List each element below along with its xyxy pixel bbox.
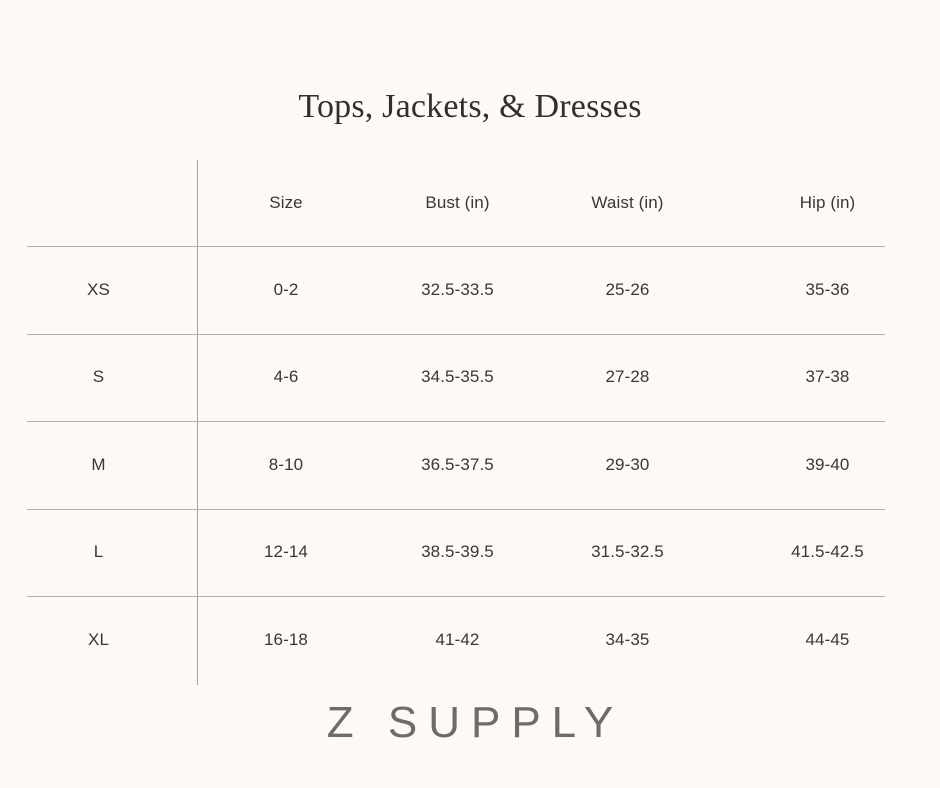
cell-size: 4-6 [273, 367, 299, 387]
cell-size: 16-18 [264, 629, 308, 649]
cell-hip: 44-45 [805, 629, 850, 649]
size-label: XL [88, 629, 109, 649]
cell-bust: 36.5-37.5 [421, 454, 494, 474]
cell-hip: 39-40 [805, 454, 850, 474]
table-row: M 8-10 36.5-37.5 29-30 39-40 [0, 421, 940, 509]
table-body: XS 0-2 32.5-33.5 25-26 35-36 S 4-6 34.5-… [0, 246, 940, 684]
column-header-waist: Waist (in) [591, 193, 664, 212]
cell-hip: 35-36 [805, 279, 850, 299]
rule-row-4 [27, 596, 885, 597]
size-table-container: Size Bust (in) Waist (in) Hip (in) XS 0-… [0, 160, 940, 685]
cell-bust: 41-42 [435, 629, 480, 649]
size-table: Size Bust (in) Waist (in) Hip (in) XS 0-… [0, 160, 940, 684]
cell-hip: 37-38 [805, 367, 850, 387]
table-row: S 4-6 34.5-35.5 27-28 37-38 [0, 334, 940, 422]
table-row: XS 0-2 32.5-33.5 25-26 35-36 [0, 246, 940, 334]
cell-waist: 29-30 [605, 454, 650, 474]
cell-size: 8-10 [268, 454, 304, 474]
column-divider [197, 160, 198, 685]
cell-waist: 31.5-32.5 [591, 542, 664, 562]
cell-bust: 38.5-39.5 [421, 542, 494, 562]
size-label: M [91, 454, 106, 474]
cell-waist: 34-35 [605, 629, 650, 649]
rule-row-1 [27, 333, 885, 335]
rule-row-3 [27, 508, 885, 510]
size-label: L [93, 542, 104, 562]
cell-size: 0-2 [273, 279, 299, 299]
cell-waist: 25-26 [605, 279, 650, 299]
size-label: XS [87, 279, 110, 299]
column-header-bust: Bust (in) [425, 193, 490, 212]
cell-size: 12-14 [264, 542, 308, 562]
rule-header-bottom [27, 246, 885, 247]
rule-row-2 [27, 421, 885, 422]
cell-waist: 27-28 [605, 367, 650, 387]
cell-bust: 32.5-33.5 [421, 279, 494, 299]
cell-bust: 34.5-35.5 [421, 367, 494, 387]
page-title: Tops, Jackets, & Dresses [298, 88, 642, 125]
cell-hip: 41.5-42.5 [791, 542, 864, 562]
table-header: Size Bust (in) Waist (in) Hip (in) [0, 160, 940, 246]
brand-logo: Z SUPPLY [326, 698, 625, 747]
table-header-row: Size Bust (in) Waist (in) Hip (in) [0, 160, 940, 246]
column-header-size: Size [269, 193, 303, 212]
table-row: L 12-14 38.5-39.5 31.5-32.5 41.5-42.5 [0, 509, 940, 597]
table-row: XL 16-18 41-42 34-35 44-45 [0, 596, 940, 684]
column-header-hip: Hip (in) [799, 193, 856, 212]
column-header-label [0, 160, 197, 246]
size-label: S [92, 367, 105, 387]
